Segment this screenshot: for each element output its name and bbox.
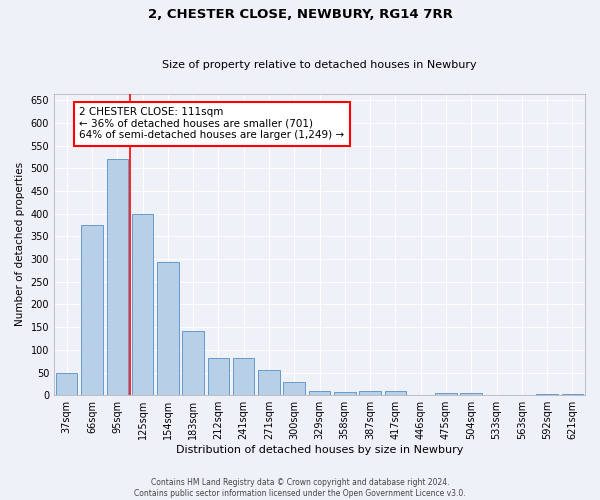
Bar xyxy=(460,393,482,395)
Text: 2 CHESTER CLOSE: 111sqm
← 36% of detached houses are smaller (701)
64% of semi-d: 2 CHESTER CLOSE: 111sqm ← 36% of detache… xyxy=(79,107,344,140)
Bar xyxy=(435,393,457,395)
Bar xyxy=(132,214,153,395)
Bar xyxy=(182,331,204,395)
Bar xyxy=(283,382,305,395)
X-axis label: Distribution of detached houses by size in Newbury: Distribution of detached houses by size … xyxy=(176,445,463,455)
Bar xyxy=(56,372,77,395)
Bar xyxy=(107,160,128,395)
Bar xyxy=(208,358,229,395)
Text: 2, CHESTER CLOSE, NEWBURY, RG14 7RR: 2, CHESTER CLOSE, NEWBURY, RG14 7RR xyxy=(148,8,452,20)
Bar xyxy=(385,390,406,395)
Bar xyxy=(536,394,558,395)
Bar xyxy=(81,225,103,395)
Bar xyxy=(258,370,280,395)
Bar xyxy=(359,390,381,395)
Y-axis label: Number of detached properties: Number of detached properties xyxy=(15,162,25,326)
Text: Contains HM Land Registry data © Crown copyright and database right 2024.
Contai: Contains HM Land Registry data © Crown c… xyxy=(134,478,466,498)
Title: Size of property relative to detached houses in Newbury: Size of property relative to detached ho… xyxy=(162,60,477,70)
Bar xyxy=(562,394,583,395)
Bar xyxy=(233,358,254,395)
Bar xyxy=(157,262,179,395)
Bar xyxy=(309,390,330,395)
Bar xyxy=(334,392,356,395)
